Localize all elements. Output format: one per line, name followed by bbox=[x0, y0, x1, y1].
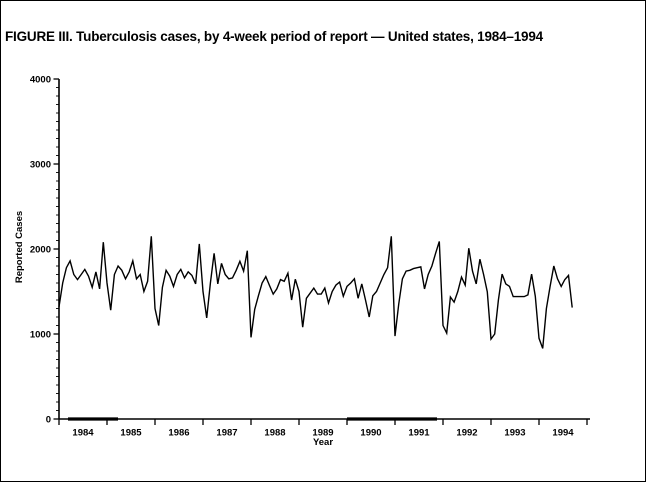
y-tick-label: 4000 bbox=[30, 75, 51, 86]
x-tick-label: 1988 bbox=[264, 428, 285, 439]
x-tick-label: 1985 bbox=[120, 428, 142, 439]
x-tick-label: 1987 bbox=[216, 428, 237, 439]
y-tick-label: 3000 bbox=[30, 160, 51, 171]
y-tick-label: 1000 bbox=[30, 330, 51, 341]
plot-area: 0 1000 2000 3000 4000 1984 1985 1986 1987 1988 198… bbox=[30, 75, 590, 439]
y-axis-title: Reported Cases bbox=[14, 211, 25, 283]
x-tick-label: 1992 bbox=[456, 428, 477, 439]
x-tick-label: 1989 bbox=[312, 428, 333, 439]
x-tick-label: 1990 bbox=[360, 428, 381, 439]
x-axis-title: Year bbox=[313, 437, 333, 448]
y-tick-label: 2000 bbox=[30, 245, 51, 256]
y-tick-label: 0 bbox=[46, 415, 51, 426]
figure-title: FIGURE III. Tuberculosis cases, by 4-wee… bbox=[5, 29, 543, 44]
x-tick-label: 1994 bbox=[552, 428, 574, 439]
data-line bbox=[58, 236, 573, 349]
x-tick-label: 1984 bbox=[72, 428, 94, 439]
x-tick-label: 1986 bbox=[168, 428, 189, 439]
x-tick-label: 1993 bbox=[504, 428, 525, 439]
x-tick-label: 1991 bbox=[408, 428, 430, 439]
